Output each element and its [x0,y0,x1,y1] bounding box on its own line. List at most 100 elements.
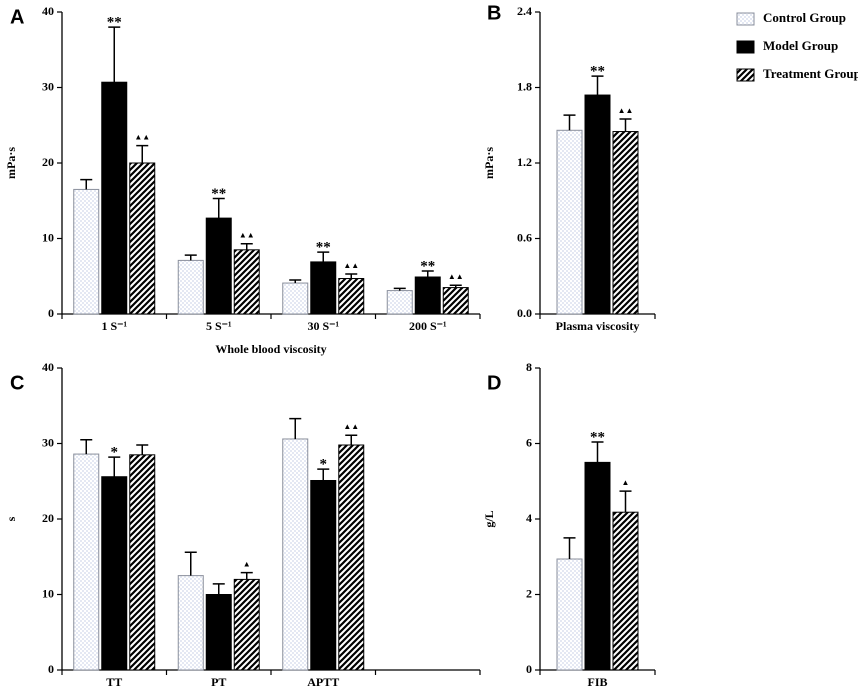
y-tick-label: 6 [526,435,532,449]
bar [584,461,611,671]
y-axis-label: mPa·s [482,147,496,179]
x-tick-label: 30 S⁻¹ [307,319,339,333]
significance-mark: * [320,457,328,473]
y-tick-label: 1.2 [517,155,532,169]
bar [612,511,639,671]
panel-label: B [487,2,501,24]
significance-mark: ▲ [243,559,251,568]
error-bar [591,441,604,463]
y-tick-label: 0.6 [517,230,532,244]
significance-mark: ▲▲ [134,132,150,141]
x-tick-label: 5 S⁻¹ [206,319,232,333]
x-tick-label: Plasma viscosity [556,319,640,333]
bar [101,476,128,671]
bar [282,282,309,315]
x-axis-label: Whole blood viscosity [215,342,326,356]
error-bar [345,273,358,279]
bar [205,594,232,671]
significance-mark: ▲▲ [239,231,255,240]
bar [556,558,583,671]
bar [101,81,128,315]
y-tick-label: 4 [526,511,532,525]
error-bar [421,270,434,278]
y-tick-label: 1.8 [517,79,532,93]
error-bar [563,114,576,131]
y-axis-label: g/L [482,510,496,527]
y-tick-label: 20 [42,155,54,169]
error-bar [619,490,632,513]
bar [129,454,156,671]
error-bar [619,118,632,132]
error-bar [212,197,225,219]
significance-mark: ▲▲ [343,422,359,431]
significance-mark: ** [211,186,226,202]
x-tick-label: FIB [587,675,607,689]
y-tick-label: 10 [42,230,54,244]
panel-label: C [10,372,24,394]
panel-label: D [487,372,501,394]
y-tick-label: 0 [48,662,54,676]
error-bar [108,26,121,83]
bar [386,290,413,315]
bar [177,575,204,671]
error-bar [184,551,197,576]
y-tick-label: 2 [526,586,532,600]
bar [338,278,365,315]
error-bar [289,417,302,439]
bar [177,259,204,315]
y-tick-label: 0 [526,662,532,676]
bar [338,444,365,671]
y-axis-label: s [4,516,18,521]
significance-mark: ▲▲ [618,106,634,115]
bar [414,276,441,315]
legend-label: Model Group [763,38,838,53]
y-tick-label: 8 [526,360,532,374]
error-bar [212,583,225,595]
y-tick-label: 30 [42,79,54,93]
bar [310,479,337,671]
y-tick-label: 0.0 [517,306,532,320]
bar [310,261,337,315]
significance-mark: ** [107,15,122,31]
bar [129,162,156,315]
bar [612,131,639,315]
error-bar [289,279,302,284]
error-bar [108,456,121,477]
error-bar [317,251,330,262]
y-tick-label: 20 [42,511,54,525]
legend-label: Treatment Group [763,66,858,81]
error-bar [393,287,406,291]
legend-swatch [736,68,755,82]
x-tick-label: 1 S⁻¹ [101,319,127,333]
x-tick-label: APTT [307,675,339,689]
bar [584,94,611,315]
significance-mark: ** [316,240,331,256]
y-axis-label: mPa·s [4,147,18,179]
error-bar [184,254,197,261]
error-bar [591,75,604,96]
error-bar [563,537,576,560]
x-tick-label: 200 S⁻¹ [409,319,447,333]
panel-label: A [10,6,24,28]
bar [556,129,583,315]
bar [282,438,309,671]
y-tick-label: 40 [42,4,54,18]
y-tick-label: 40 [42,360,54,374]
error-bar [80,438,93,455]
error-bar [449,284,462,288]
significance-mark: ** [590,64,605,80]
legend-swatch [736,40,755,54]
significance-mark: ** [590,429,605,445]
x-tick-label: TT [106,675,122,689]
error-bar [240,571,253,580]
legend-swatch [736,12,755,26]
error-bar [317,468,330,481]
significance-mark: * [111,445,119,461]
error-bar [240,243,253,250]
bar [205,217,232,315]
y-tick-label: 30 [42,435,54,449]
significance-mark: ▲▲ [448,272,464,281]
significance-mark: ▲ [622,478,630,487]
significance-mark: ** [420,258,435,274]
